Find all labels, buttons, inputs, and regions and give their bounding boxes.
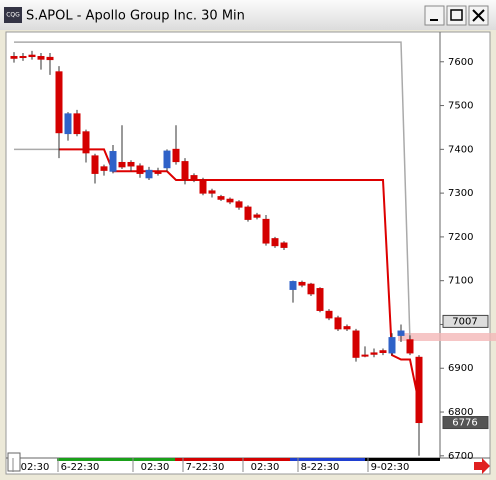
candle-body [163,150,171,169]
candle-body [253,214,261,218]
candle-body [361,354,369,357]
price-marker-box [442,416,489,430]
price-marker-box [442,314,489,328]
y-tick-label: 6700 [448,451,473,462]
candle-body [199,179,207,194]
candle-body [397,330,405,336]
x-tick-label: 02:30 [251,462,280,473]
indicator-line [14,41,411,342]
minimize-button[interactable] [424,5,445,26]
candle-body [136,165,144,174]
candle-body [388,337,396,354]
scroll-box[interactable] [7,452,21,472]
candle-body [64,113,72,135]
app-icon-text: CQG [6,12,20,19]
y-tick-label: 7300 [448,188,473,199]
candle-body [208,190,216,194]
candle-body [262,218,270,244]
candle-body [73,113,81,135]
y-tick-label: 6900 [448,363,473,374]
y-tick-label: 7100 [448,276,473,287]
x-tick-label: 9-02:30 [371,462,410,473]
candle-body [154,170,162,174]
session-band [365,458,440,461]
candle-body [370,352,378,355]
window-title: S.APOL - Apollo Group Inc. 30 Min [26,9,245,24]
candle-body [28,54,36,58]
session-band [175,458,290,461]
x-tick-label: 6-22:30 [61,462,100,473]
title-bar [0,0,496,30]
app-icon [4,7,22,23]
x-tick-label: 02:30 [21,462,50,473]
candle-body [316,288,324,311]
y-tick-label: 7400 [448,144,473,155]
candle-body [91,155,99,174]
price-marker-label: 7007 [452,316,477,327]
candle-body [181,161,189,180]
candle-body [37,56,45,60]
chart-panel [5,31,491,475]
y-tick-label: 7200 [448,232,473,243]
candle-body [244,206,252,220]
candle-body [298,281,306,286]
y-tick-label: 6800 [448,407,473,418]
candle-body [307,283,315,295]
candle-body [82,131,90,154]
session-band [57,458,175,461]
candle-body [406,339,414,354]
scroll-right-arrow[interactable] [474,458,490,474]
candle-body [127,161,135,167]
candle-body [217,196,225,200]
candle-body [100,166,108,171]
candle-body [118,161,126,168]
candle-body [325,310,333,319]
candle-body [109,151,117,172]
indicator-line [59,148,420,404]
candle-body [343,326,351,330]
candle-body [352,330,360,358]
candle-body [172,148,180,163]
candle-body [235,201,243,208]
candle-body [271,238,279,247]
close-button[interactable] [468,5,489,26]
x-tick-label: 7-22:30 [186,462,225,473]
candle-body [226,198,234,203]
candle-body [280,242,288,248]
candle-body [334,317,342,330]
y-tick-label: 7500 [448,101,473,112]
price-highlight [398,333,496,341]
candle-body [10,56,18,59]
candle-body [379,350,387,353]
x-tick-label: 8-22:30 [301,462,340,473]
y-tick-label: 7600 [448,57,473,68]
candle-body [19,56,27,59]
session-band [290,458,365,461]
x-tick-label: 02:30 [141,462,170,473]
candle-body [46,56,54,61]
candle-body [190,175,198,181]
candle-body [145,169,153,179]
price-marker-label: 6776 [452,418,477,429]
candle-body [55,71,63,134]
candle-body [415,356,423,424]
candle-body [289,281,297,290]
maximize-button[interactable] [446,5,467,26]
